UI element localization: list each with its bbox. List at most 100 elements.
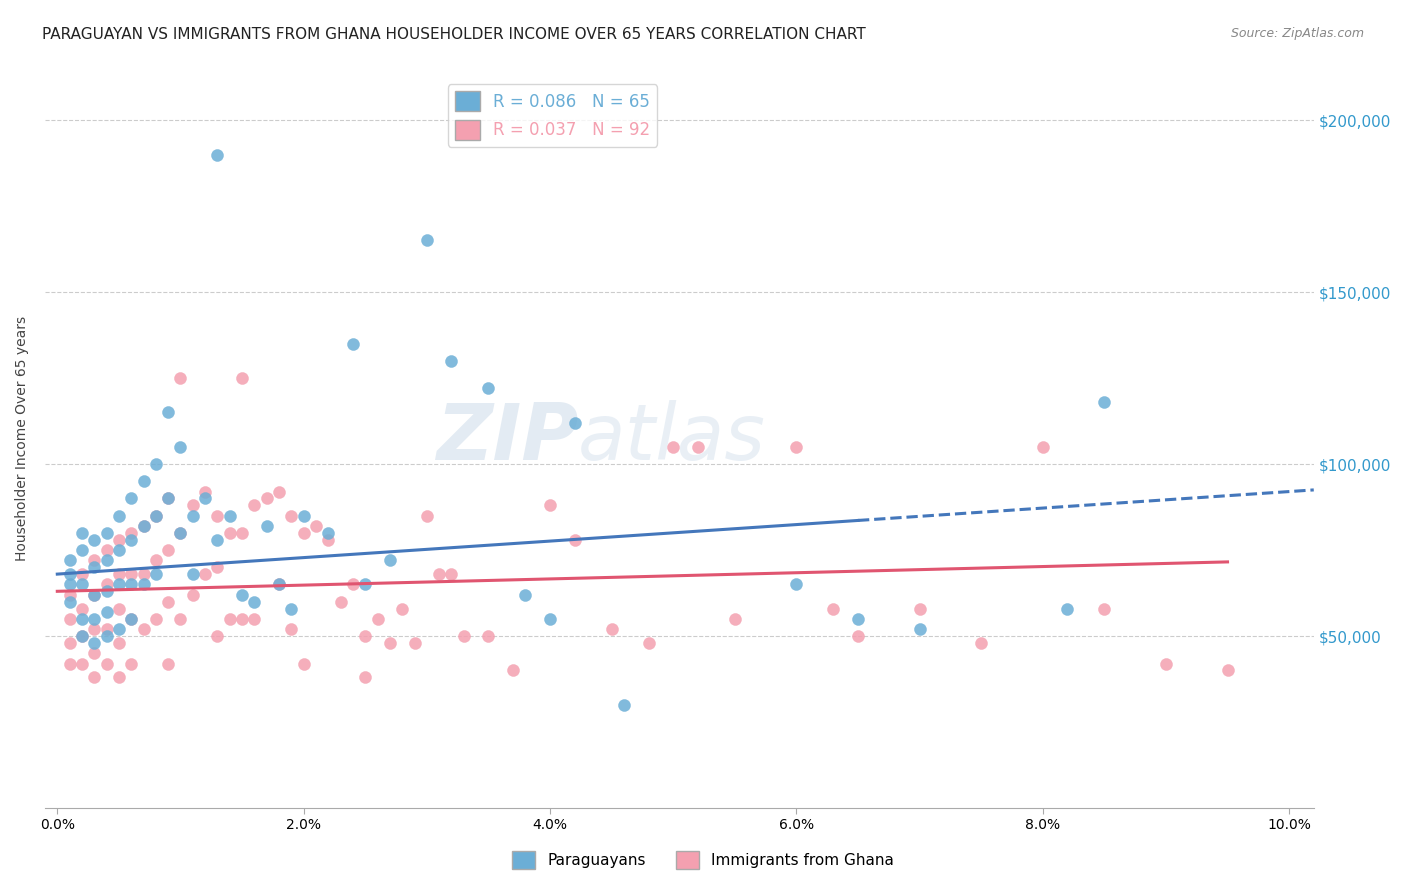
Point bbox=[823, 601, 845, 615]
Point bbox=[181, 567, 204, 582]
Point bbox=[108, 636, 131, 650]
Point bbox=[231, 371, 253, 385]
Point bbox=[267, 577, 290, 591]
Point bbox=[132, 622, 155, 636]
Point bbox=[70, 629, 93, 643]
Point bbox=[59, 577, 82, 591]
Point bbox=[83, 670, 105, 684]
Point bbox=[477, 381, 499, 395]
Point bbox=[120, 567, 142, 582]
Point bbox=[613, 698, 636, 712]
Point bbox=[342, 577, 364, 591]
Point bbox=[243, 612, 266, 626]
Text: PARAGUAYAN VS IMMIGRANTS FROM GHANA HOUSEHOLDER INCOME OVER 65 YEARS CORRELATION: PARAGUAYAN VS IMMIGRANTS FROM GHANA HOUS… bbox=[42, 27, 866, 42]
Point bbox=[169, 440, 191, 454]
Point bbox=[169, 525, 191, 540]
Point bbox=[1032, 440, 1054, 454]
Point bbox=[96, 605, 118, 619]
Point bbox=[342, 336, 364, 351]
Point bbox=[1092, 601, 1115, 615]
Point bbox=[256, 519, 278, 533]
Point bbox=[120, 657, 142, 671]
Point bbox=[96, 629, 118, 643]
Point bbox=[280, 508, 302, 523]
Point bbox=[83, 646, 105, 660]
Point bbox=[96, 525, 118, 540]
Point bbox=[724, 612, 747, 626]
Point bbox=[280, 622, 302, 636]
Point bbox=[132, 519, 155, 533]
Point bbox=[404, 636, 426, 650]
Point bbox=[145, 457, 167, 471]
Point bbox=[218, 525, 240, 540]
Point bbox=[70, 657, 93, 671]
Point bbox=[207, 147, 229, 161]
Point bbox=[329, 594, 352, 608]
Point bbox=[59, 553, 82, 567]
Point bbox=[207, 629, 229, 643]
Point bbox=[96, 622, 118, 636]
Point bbox=[280, 601, 302, 615]
Point bbox=[378, 636, 401, 650]
Point bbox=[157, 491, 180, 506]
Point bbox=[157, 594, 180, 608]
Point bbox=[181, 499, 204, 513]
Point bbox=[846, 629, 869, 643]
Text: ZIP: ZIP bbox=[436, 401, 578, 476]
Point bbox=[96, 584, 118, 599]
Point bbox=[59, 594, 82, 608]
Point bbox=[416, 234, 439, 248]
Point bbox=[231, 612, 253, 626]
Point bbox=[305, 519, 328, 533]
Point bbox=[243, 594, 266, 608]
Point bbox=[120, 533, 142, 547]
Point bbox=[316, 533, 339, 547]
Point bbox=[267, 484, 290, 499]
Point bbox=[367, 612, 389, 626]
Point bbox=[207, 508, 229, 523]
Point bbox=[96, 543, 118, 558]
Point bbox=[502, 664, 524, 678]
Point bbox=[83, 612, 105, 626]
Point bbox=[292, 508, 315, 523]
Point bbox=[207, 533, 229, 547]
Point bbox=[1154, 657, 1177, 671]
Point bbox=[194, 484, 217, 499]
Point bbox=[970, 636, 993, 650]
Y-axis label: Householder Income Over 65 years: Householder Income Over 65 years bbox=[15, 316, 30, 561]
Point bbox=[267, 577, 290, 591]
Point bbox=[83, 636, 105, 650]
Point bbox=[70, 543, 93, 558]
Point bbox=[169, 612, 191, 626]
Point bbox=[1056, 601, 1078, 615]
Point bbox=[181, 588, 204, 602]
Point bbox=[70, 577, 93, 591]
Point bbox=[108, 622, 131, 636]
Point bbox=[354, 670, 377, 684]
Point bbox=[686, 440, 709, 454]
Point bbox=[145, 508, 167, 523]
Point bbox=[181, 508, 204, 523]
Point bbox=[70, 629, 93, 643]
Point bbox=[145, 612, 167, 626]
Point bbox=[231, 588, 253, 602]
Point bbox=[662, 440, 685, 454]
Point bbox=[169, 525, 191, 540]
Point bbox=[908, 601, 931, 615]
Point bbox=[96, 657, 118, 671]
Point bbox=[108, 577, 131, 591]
Point bbox=[59, 567, 82, 582]
Point bbox=[145, 567, 167, 582]
Point bbox=[157, 491, 180, 506]
Point bbox=[83, 588, 105, 602]
Point bbox=[108, 533, 131, 547]
Point bbox=[108, 508, 131, 523]
Point bbox=[564, 533, 586, 547]
Point bbox=[157, 405, 180, 419]
Point bbox=[378, 553, 401, 567]
Point bbox=[207, 560, 229, 574]
Point bbox=[292, 525, 315, 540]
Point bbox=[108, 670, 131, 684]
Point bbox=[70, 567, 93, 582]
Point bbox=[108, 543, 131, 558]
